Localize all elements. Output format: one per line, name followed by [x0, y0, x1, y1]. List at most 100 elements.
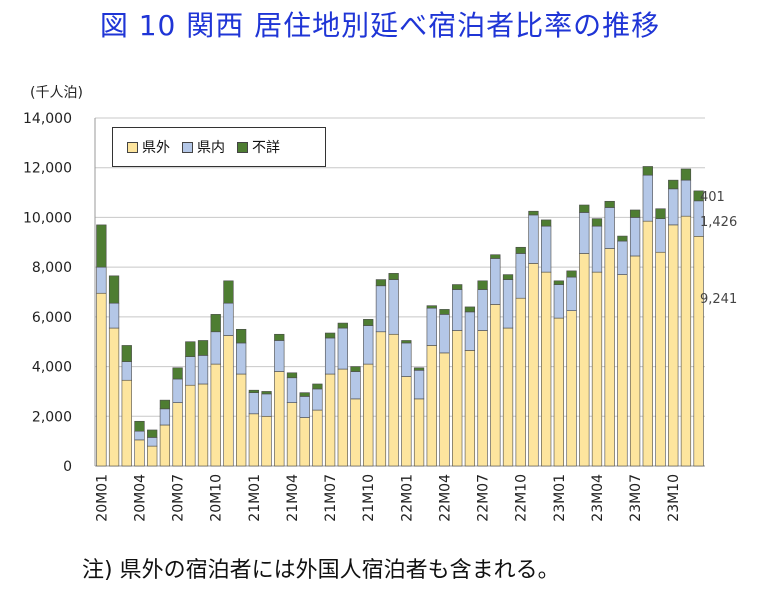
bar-segment-unknown — [223, 280, 234, 304]
bar-segment-in-pref — [680, 179, 692, 217]
bar-segment-in-pref — [337, 327, 348, 370]
bar-segment-in-pref — [541, 225, 552, 273]
bar-segment-in-pref — [655, 218, 666, 253]
bar-segment-out-pref — [642, 220, 653, 467]
bar-segment-out-pref — [134, 439, 145, 467]
bar-segment-unknown — [236, 328, 247, 344]
bar-segment-in-pref — [515, 253, 526, 299]
bar-segment-unknown — [337, 322, 348, 329]
bar-segment-unknown — [553, 280, 564, 285]
bar-segment-in-pref — [108, 302, 120, 329]
data-label-unknown-last: 401 — [700, 190, 725, 205]
bar-segment-out-pref — [96, 292, 107, 467]
legend-swatch-unknown — [237, 141, 248, 153]
bar-segment-unknown — [604, 200, 615, 208]
x-tick-label: 21M10 — [361, 474, 377, 522]
bar-segment-unknown — [693, 190, 704, 202]
bar-segment-in-pref — [617, 240, 628, 275]
bar-segment-out-pref — [680, 215, 692, 467]
bar-segment-out-pref — [248, 413, 259, 467]
bar-segment-out-pref — [274, 371, 285, 467]
bar-segment-unknown — [439, 309, 450, 315]
bar-segment-unknown — [96, 224, 107, 268]
y-axis-unit-label: (千人泊) — [30, 85, 83, 101]
y-tick-label: 4,000 — [32, 360, 72, 376]
bar-segment-out-pref — [312, 409, 323, 467]
bar-segment-out-pref — [185, 384, 196, 467]
bar-segment-out-pref — [528, 263, 539, 467]
bar-segment-in-pref — [413, 369, 425, 400]
x-tick-label: 20M10 — [209, 474, 225, 522]
bar-segment-unknown — [286, 372, 298, 379]
bar-segment-unknown — [464, 306, 476, 313]
bar-segment-unknown — [248, 389, 259, 393]
bar-segment-out-pref — [350, 398, 361, 467]
bar-segment-out-pref — [477, 330, 488, 467]
bar-segment-in-pref — [147, 437, 158, 447]
bar-segment-unknown — [413, 367, 425, 371]
legend-label-out-pref: 県外 — [142, 140, 170, 156]
bar-segment-in-pref — [528, 214, 539, 264]
bar-segment-unknown — [541, 219, 552, 227]
bar-segment-out-pref — [363, 363, 374, 467]
bar-segment-in-pref — [401, 342, 412, 377]
bar-segment-in-pref — [426, 307, 437, 346]
x-tick-label: 22M10 — [514, 474, 530, 522]
bar-segment-out-pref — [108, 327, 120, 467]
y-tick-label: 12,000 — [23, 161, 72, 177]
bar-segment-unknown — [197, 340, 209, 356]
bar-segment-out-pref — [655, 251, 666, 467]
bar-segment-out-pref — [223, 335, 234, 467]
x-tick-label: 23M10 — [666, 474, 682, 522]
data-label-in-pref-last: 1,426 — [700, 215, 738, 230]
bar-segment-in-pref — [363, 325, 374, 365]
bar-segment-unknown — [452, 284, 463, 290]
bar-segment-unknown — [566, 270, 577, 278]
bar-segment-unknown — [134, 420, 145, 432]
bar-segment-out-pref — [668, 224, 679, 467]
x-tick-label: 20M01 — [94, 474, 110, 522]
y-tick-label: 10,000 — [23, 210, 72, 226]
bar-segment-out-pref — [693, 236, 704, 467]
bar-segment-out-pref — [604, 248, 615, 467]
bar-segment-out-pref — [261, 415, 272, 467]
bar-segment-in-pref — [236, 342, 247, 375]
bar-segment-in-pref — [172, 378, 183, 403]
bar-segment-out-pref — [553, 317, 564, 467]
legend-label-in-pref: 県内 — [197, 140, 225, 156]
bar-segment-unknown — [388, 273, 399, 280]
bar-segment-unknown — [324, 332, 336, 339]
bar-segment-in-pref — [490, 258, 501, 305]
bar-segment-unknown — [401, 340, 412, 344]
bar-segment-in-pref — [553, 284, 564, 319]
bar-segment-unknown — [172, 367, 183, 380]
bar-segment-out-pref — [147, 445, 158, 467]
bar-segment-unknown — [680, 168, 692, 181]
y-axis-ticks: 0 2,000 4,000 6,000 8,000 10,000 12,000 14,000 — [23, 111, 72, 475]
bar-segment-unknown — [426, 305, 437, 309]
bar-segment-in-pref — [261, 393, 272, 417]
bar-segment-in-pref — [629, 217, 641, 257]
x-tick-label: 22M07 — [476, 474, 492, 522]
footnote: 注) 県外の宿泊者には外国人宿泊者も含まれる。 — [82, 558, 560, 583]
x-tick-label: 23M01 — [552, 474, 568, 522]
x-tick-label: 20M07 — [171, 474, 187, 522]
bar-segment-unknown — [629, 209, 641, 218]
x-tick-label: 23M07 — [628, 474, 644, 522]
bar-segment-unknown — [490, 254, 501, 259]
y-tick-label: 6,000 — [32, 310, 72, 326]
legend-item-unknown: 不詳 — [237, 137, 280, 157]
bar-segment-out-pref — [337, 368, 348, 467]
bar-segment-in-pref — [579, 212, 590, 254]
bar-segment-out-pref — [388, 333, 399, 467]
bar-segment-out-pref — [413, 398, 425, 467]
bar-segment-in-pref — [388, 279, 399, 335]
bar-segment-unknown — [299, 392, 310, 397]
bar-segment-in-pref — [197, 355, 209, 385]
data-label-out-pref-last: 9,241 — [700, 292, 738, 307]
bar-segment-in-pref — [274, 340, 285, 372]
bar-segment-unknown — [121, 345, 132, 362]
bar-segment-in-pref — [286, 377, 298, 403]
bar-segment-unknown — [502, 274, 514, 280]
